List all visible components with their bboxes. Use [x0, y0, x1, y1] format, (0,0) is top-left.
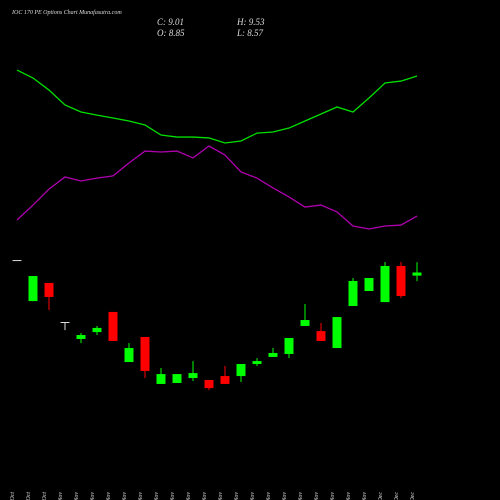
chart-title: IOC 170 PE Options Chart Munafasutra.com — [11, 9, 122, 16]
x-tick-label: 25 Nov — [298, 492, 304, 500]
ohlc-label: H: 9.53 — [236, 17, 265, 27]
x-tick-label: 26 Nov — [314, 492, 320, 500]
x-tick-label: 18 Nov — [218, 492, 224, 500]
indicator-line — [16, 145, 418, 230]
indicator-line — [16, 69, 418, 144]
x-tick-label: 27 Nov — [330, 492, 336, 500]
x-tick-label: 19 Nov — [234, 492, 240, 500]
x-tick-label: 31 Oct — [42, 492, 48, 500]
candle-body — [252, 361, 262, 365]
x-tick-label: 28 Nov — [346, 492, 352, 500]
candle-body — [396, 265, 406, 296]
candle-body — [220, 376, 230, 384]
candle-body — [76, 335, 86, 339]
candle-body — [28, 276, 38, 302]
candle-body — [300, 320, 310, 326]
x-tick-label: 30 Oct — [26, 492, 32, 500]
x-tick-label: 07 Nov — [122, 492, 128, 500]
x-tick-label: 13 Nov — [186, 492, 192, 500]
x-tick-label: 29 Nov — [362, 492, 368, 500]
candle-body — [108, 311, 118, 341]
x-tick-label: 03 Dec — [394, 492, 400, 500]
x-tick-label: 08 Nov — [138, 492, 144, 500]
candle-body — [124, 348, 134, 363]
x-tick-label: 06 Nov — [106, 492, 112, 500]
x-tick-label: 21 Nov — [266, 492, 272, 500]
candle-body — [284, 337, 294, 354]
x-tick-label: 12 Nov — [170, 492, 176, 500]
candle-body — [156, 374, 166, 384]
candle-body — [236, 364, 246, 377]
candle-body — [188, 373, 198, 379]
candle-body — [172, 374, 182, 383]
candle-body — [92, 327, 102, 333]
x-tick-label: 01 Nov — [58, 492, 64, 500]
ohlc-label: O: 8.85 — [157, 28, 185, 38]
ohlc-label: L: 8.57 — [236, 28, 264, 38]
candle-body — [268, 352, 278, 357]
x-tick-label: 14 Nov — [201, 492, 208, 500]
candle-body — [60, 322, 70, 324]
candle-body — [316, 331, 326, 341]
candle-body — [412, 272, 422, 276]
candle-body — [44, 282, 54, 297]
x-tick-label: 11 Nov — [154, 492, 160, 500]
candle-body — [380, 265, 390, 303]
candle-body — [140, 337, 150, 371]
candle-body — [12, 260, 22, 262]
x-tick-label: 02 Dec — [378, 492, 384, 500]
x-tick-label: 04 Nov — [73, 492, 80, 500]
x-tick-label: 22 Nov — [282, 492, 288, 500]
ohlc-label: C: 9.01 — [157, 17, 184, 27]
candle-body — [348, 280, 358, 307]
x-tick-label: 29 Oct — [10, 492, 16, 500]
x-tick-label: 20 Nov — [250, 492, 256, 500]
x-tick-label: 04 Dec — [409, 492, 416, 500]
x-tick-label: 05 Nov — [90, 492, 96, 500]
candle-body — [204, 380, 214, 389]
candle-body — [364, 278, 374, 292]
candle-body — [332, 317, 342, 349]
